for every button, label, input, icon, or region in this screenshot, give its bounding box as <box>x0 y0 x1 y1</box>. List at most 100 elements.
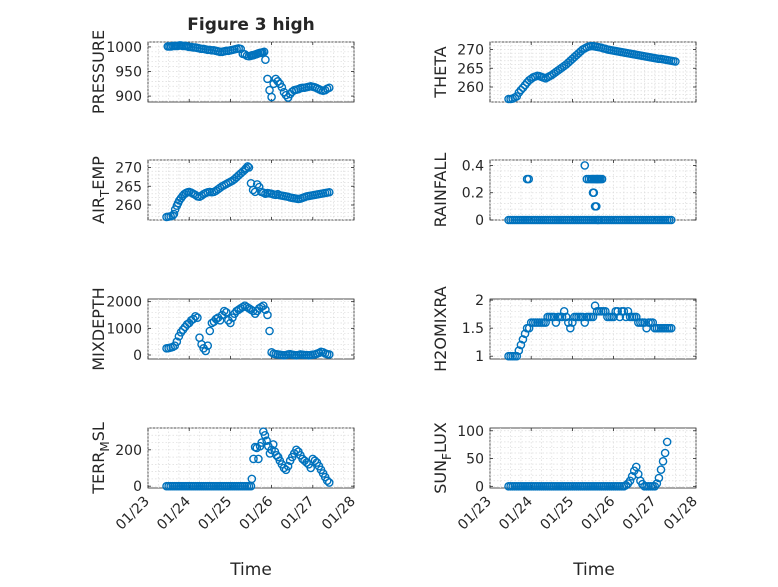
data-point <box>243 162 253 171</box>
data-points <box>162 427 334 491</box>
data-point <box>310 456 320 466</box>
data-points <box>504 301 676 361</box>
data-points <box>162 301 334 360</box>
data-point <box>640 318 649 327</box>
data-point <box>191 312 200 321</box>
data-point <box>514 346 524 355</box>
y-tick-label: 270 <box>457 43 484 59</box>
data-point <box>168 342 178 352</box>
data-point <box>559 307 569 316</box>
data-point <box>566 323 575 333</box>
y-tick-label: 265 <box>457 61 484 77</box>
data-point <box>516 85 526 95</box>
subplot-rainfall: 0 0.2 0.4 RAINFALL <box>431 153 697 229</box>
data-point <box>613 307 623 316</box>
data-point <box>263 310 272 320</box>
y-tick-label: 0 <box>475 479 484 495</box>
x-tick-label: 01/25 <box>537 494 577 534</box>
x-tick-label: 01/28 <box>661 494 701 534</box>
data-point <box>260 430 270 440</box>
y-tick-label: 265 <box>115 179 142 195</box>
y-tick-label: 0 <box>133 348 142 364</box>
data-point <box>263 74 272 84</box>
data-point <box>593 215 603 225</box>
data-point <box>205 326 215 336</box>
x-tick-label: 01/25 <box>195 494 235 534</box>
data-point <box>524 323 534 333</box>
data-point <box>591 202 601 211</box>
data-point <box>578 312 588 322</box>
data-point <box>254 182 264 192</box>
y-axis-label: PRESSURE <box>89 30 108 114</box>
data-point <box>619 307 629 316</box>
data-point <box>324 478 334 487</box>
x-tick-label: 01/28 <box>319 494 359 534</box>
data-point <box>211 314 221 324</box>
y-tick-label: 200 <box>115 443 142 459</box>
x-tick-label: 01/23 <box>455 494 495 534</box>
data-point <box>281 90 291 100</box>
data-point <box>203 341 213 350</box>
data-point <box>666 323 676 333</box>
x-axis-label-right: Time <box>572 560 615 580</box>
data-points <box>504 161 676 225</box>
y-tick-label: 260 <box>115 198 142 214</box>
y-tick-label: 1.5 <box>462 321 484 337</box>
data-point <box>580 318 590 327</box>
data-point <box>589 188 599 198</box>
data-points <box>504 437 672 491</box>
data-point <box>193 313 202 322</box>
data-point <box>648 318 658 327</box>
data-point <box>588 312 598 322</box>
x-tick-label: 01/24 <box>154 493 194 533</box>
y-tick-label: 900 <box>115 89 142 105</box>
data-point <box>244 163 254 172</box>
y-axis-label: AIRTEMP <box>89 156 112 224</box>
data-point <box>324 83 334 93</box>
data-point <box>267 92 276 102</box>
y-tick-label: 2 <box>475 293 484 309</box>
y-tick-label: 0.2 <box>462 186 484 202</box>
y-tick-label: 50 <box>466 452 484 468</box>
data-point <box>615 312 625 322</box>
y-tick-label: 260 <box>457 80 484 96</box>
y-axis-label: RAINFALL <box>431 153 450 228</box>
data-point <box>671 57 680 66</box>
y-tick-label: 0 <box>475 213 484 229</box>
data-point <box>277 82 287 92</box>
subplot-terr_msl: 0 200 01/23 01/24 01/25 01/26 01/27 01/28 TERRMS… <box>89 422 359 533</box>
data-point <box>172 337 182 346</box>
data-point <box>563 318 573 327</box>
data-point <box>520 329 530 339</box>
data-point <box>621 312 631 322</box>
data-point <box>642 323 651 333</box>
data-point <box>215 316 225 325</box>
data-points <box>163 41 334 102</box>
x-tick-label: 01/24 <box>496 493 536 533</box>
y-tick-label: 270 <box>115 161 142 177</box>
data-point <box>259 47 269 57</box>
data-point <box>279 463 289 473</box>
data-point <box>512 351 522 361</box>
data-point <box>191 190 200 200</box>
data-point <box>236 44 245 54</box>
y-tick-label: 0 <box>133 479 142 495</box>
data-point <box>601 307 610 316</box>
data-point <box>666 215 676 225</box>
y-tick-label: 1000 <box>106 40 142 56</box>
data-points <box>162 162 334 222</box>
data-point <box>306 463 316 473</box>
y-axis-label: SUNFLUX <box>431 422 454 494</box>
y-axis-label: TERRMSL <box>89 422 112 495</box>
y-axis-label: MIXDEPTH <box>89 287 108 370</box>
data-point <box>283 461 293 471</box>
data-point <box>219 306 229 316</box>
data-point <box>249 454 258 464</box>
data-point <box>561 312 571 322</box>
data-point <box>302 458 311 467</box>
data-point <box>226 318 235 328</box>
